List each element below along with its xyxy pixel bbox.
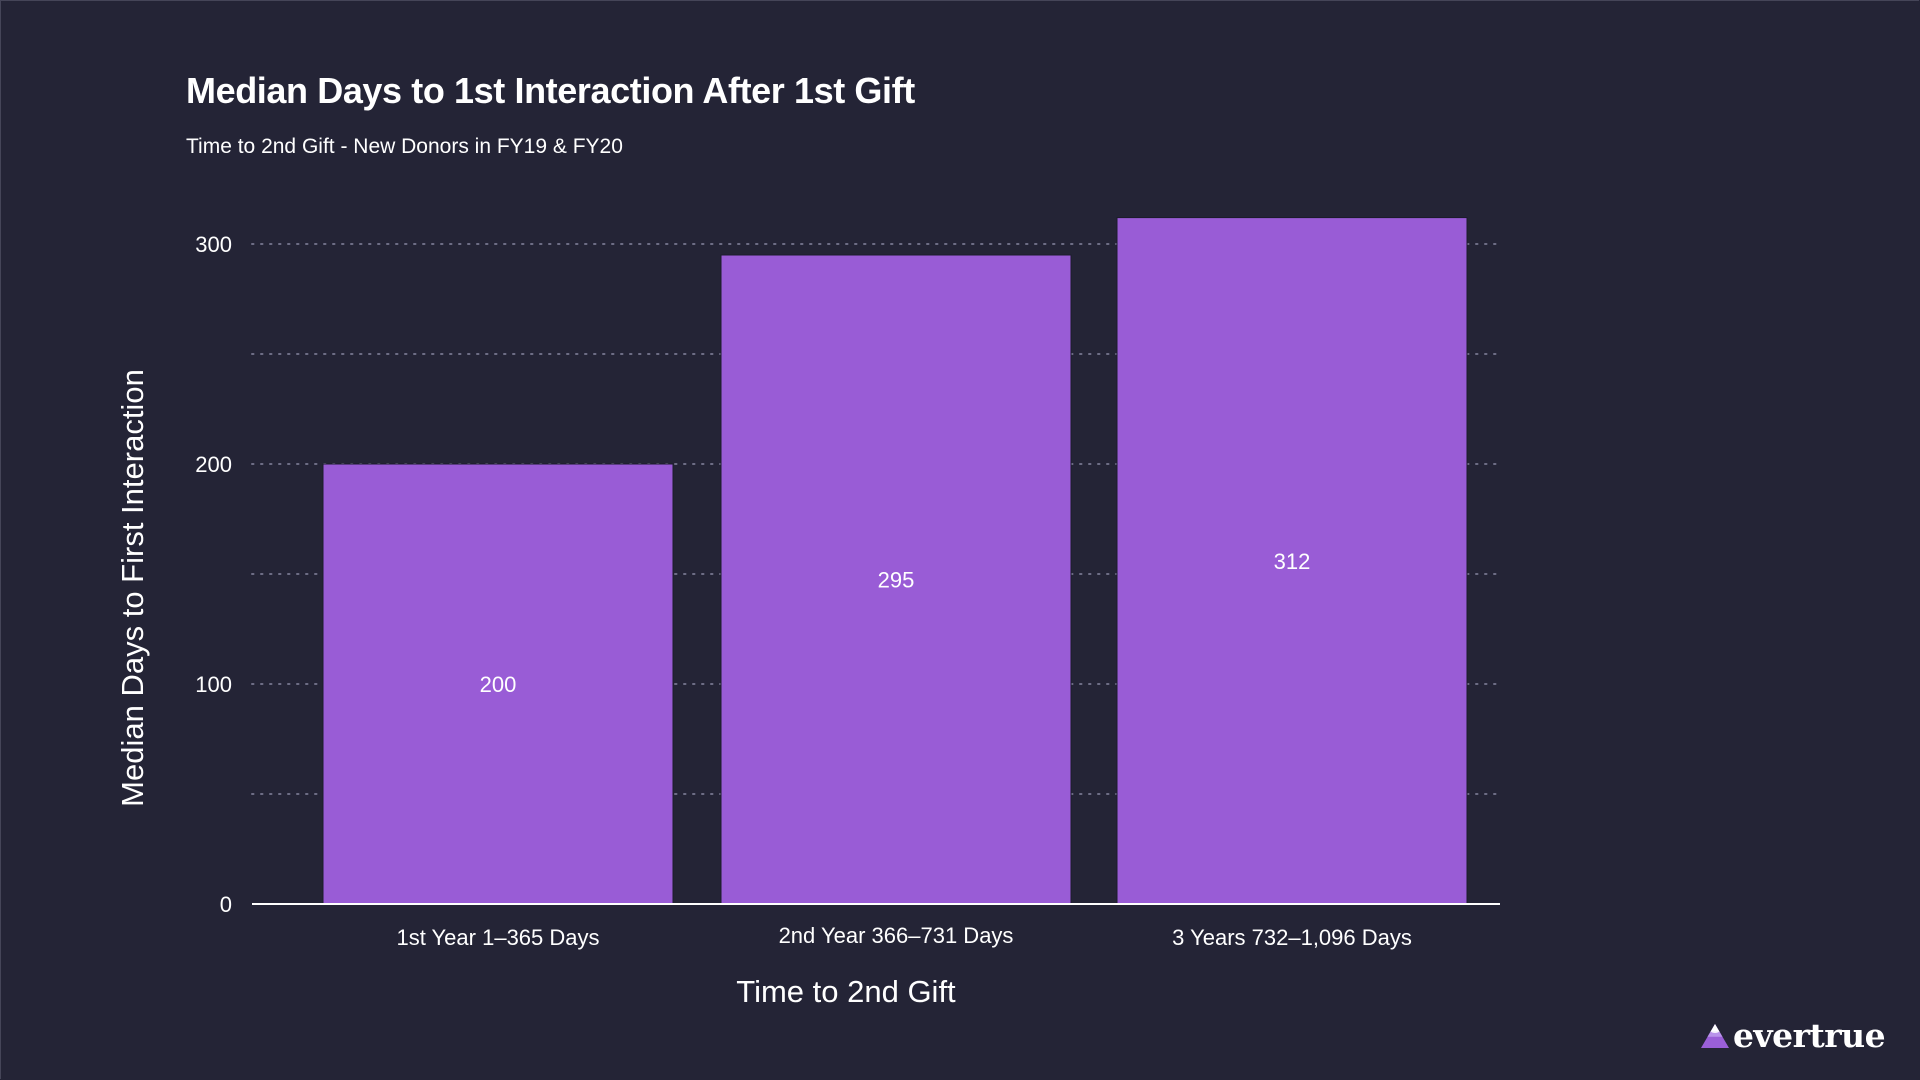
- x-tick-label: 3 Years 732–1,096 Days: [1172, 925, 1412, 950]
- y-tick-label: 100: [195, 672, 232, 697]
- chart-title: Median Days to 1st Interaction After 1st…: [186, 70, 915, 111]
- y-tick-labels: 0 100 200 300: [195, 232, 232, 917]
- logo-text: evertrue: [1733, 1016, 1886, 1055]
- y-tick-label: 200: [195, 452, 232, 477]
- chart-subtitle: Time to 2nd Gift - New Donors in FY19 & …: [186, 135, 623, 158]
- evertrue-logo: evertrue: [1700, 1016, 1886, 1056]
- bars: [322, 217, 1468, 905]
- bar: [1116, 217, 1468, 905]
- bar-data-label: 200: [480, 672, 517, 697]
- x-tick-label: 1st Year 1–365 Days: [396, 925, 599, 950]
- bar-data-label: 295: [878, 568, 915, 593]
- bar-data-label: 312: [1274, 549, 1311, 574]
- bar-data-labels: 200 295 312: [480, 549, 1311, 697]
- x-tick-label: 2nd Year 366–731 Days: [779, 923, 1014, 948]
- y-tick-label: 300: [195, 232, 232, 257]
- mountain-triangle-icon: [1701, 1024, 1729, 1048]
- y-tick-label: 0: [220, 892, 232, 917]
- x-tick-labels: 1st Year 1–365 Days 2nd Year 366–731 Days…: [396, 923, 1411, 950]
- bar: [322, 463, 674, 905]
- y-axis-title: Median Days to First Interaction: [115, 369, 150, 807]
- bar: [720, 254, 1072, 905]
- x-axis-title: Time to 2nd Gift: [736, 974, 956, 1009]
